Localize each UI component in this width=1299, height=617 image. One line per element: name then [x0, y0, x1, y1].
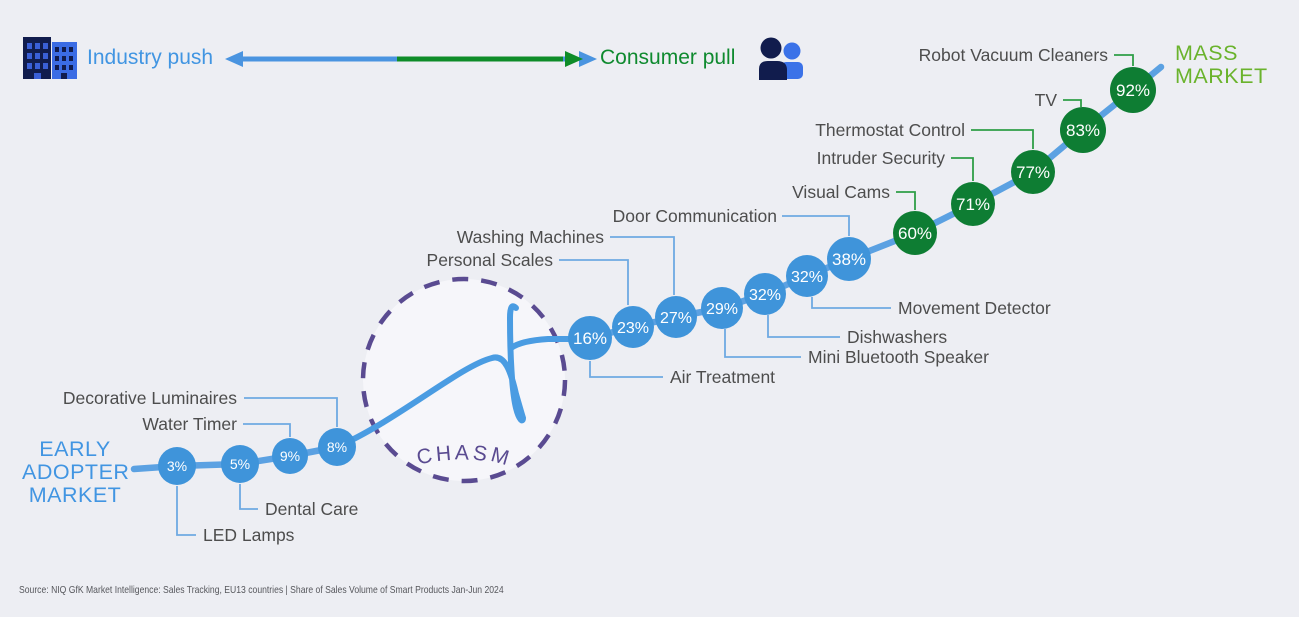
bubble-washing-machines [655, 296, 697, 338]
bubble-robot-vacuum-cleaners [1110, 67, 1156, 113]
chasm-curve-branch [508, 336, 577, 351]
leader-led-lamps [176, 486, 196, 536]
chasm-letter: A [454, 441, 471, 465]
label-decorative-luminaires: Decorative Luminaires [63, 388, 237, 408]
chasm-letter: H [435, 441, 454, 467]
chasm-curve [334, 303, 527, 450]
bubble-value-dishwashers: 32% [749, 287, 781, 304]
bubble-tv [1060, 107, 1106, 153]
bubble-mini-bluetooth-speaker [701, 287, 743, 329]
bubble-value-led-lamps: 3% [167, 458, 187, 474]
leader-dishwashers [767, 315, 840, 338]
source-text: Source: NIQ GfK Market Intelligence: Sal… [19, 584, 504, 596]
leader-mini-bluetooth-speaker [724, 329, 801, 358]
bubble-value-visual-cams: 60% [898, 224, 932, 243]
bubble-value-dental-care: 5% [230, 456, 250, 472]
bubble-water-timer [272, 438, 308, 474]
bubble-door-communication [827, 237, 871, 281]
label-dishwashers: Dishwashers [847, 327, 947, 347]
bubble-decorative-luminaires [318, 428, 356, 466]
label-dental-care: Dental Care [265, 499, 358, 519]
bubble-air-treatment [568, 316, 612, 360]
label-led-lamps: LED Lamps [203, 525, 295, 545]
label-personal-scales: Personal Scales [427, 250, 554, 270]
leader-intruder-security [951, 157, 974, 181]
leader-personal-scales [559, 259, 629, 305]
chasm-letter: M [488, 443, 513, 471]
leader-thermostat-control [971, 129, 1034, 149]
label-movement-detector: Movement Detector [898, 298, 1051, 318]
bubble-thermostat-control [1011, 150, 1055, 194]
leader-tv [1063, 99, 1082, 107]
bubble-value-robot-vacuum-cleaners: 92% [1116, 81, 1150, 100]
arrow-left-head-icon [225, 51, 243, 67]
bubble-value-thermostat-control: 77% [1016, 163, 1050, 182]
leader-dental-care [239, 484, 258, 510]
chasm-group [334, 276, 577, 484]
bubble-value-intruder-security: 71% [956, 195, 990, 214]
leader-air-treatment [589, 361, 663, 378]
leader-door-communication [782, 215, 850, 236]
industry-push-label: Industry push [87, 46, 214, 69]
arrow-right-green-head-icon [565, 51, 583, 67]
bubble-visual-cams [893, 211, 937, 255]
adoption-chart-layer: 3% LED Lamps 5% Dental Care 9% Water Timer 8% D… [63, 45, 1165, 545]
label-mini-bluetooth-speaker: Mini Bluetooth Speaker [808, 347, 989, 367]
label-thermostat-control: Thermostat Control [815, 120, 965, 140]
bubble-value-movement-detector: 32% [791, 269, 823, 286]
label-tv: TV [1035, 90, 1058, 110]
bubble-value-decorative-luminaires: 8% [327, 439, 347, 455]
chasm-dashed-circle [360, 276, 568, 484]
bubble-movement-detector [786, 255, 828, 297]
bubble-led-lamps [158, 447, 196, 485]
label-washing-machines: Washing Machines [457, 227, 604, 247]
label-robot-vacuum-cleaners: Robot Vacuum Cleaners [919, 45, 1109, 65]
bubble-intruder-security [951, 182, 995, 226]
bubble-value-tv: 83% [1066, 121, 1100, 140]
bubble-value-personal-scales: 23% [617, 320, 649, 337]
early-adopter-market-label: EARLY ADOPTER MARKET [22, 437, 130, 507]
bubble-value-door-communication: 38% [832, 250, 866, 269]
bubble-value-water-timer: 9% [280, 448, 300, 464]
label-air-treatment: Air Treatment [670, 367, 775, 387]
arrow-right-blue-head-icon [579, 51, 597, 67]
leader-washing-machines [610, 236, 675, 295]
push-pull-arrow [225, 51, 597, 67]
chasm-letter: C [414, 443, 436, 470]
leader-decorative-luminaires [244, 397, 338, 427]
consumer-pull-label: Consumer pull [600, 46, 736, 69]
bubble-value-air-treatment: 16% [573, 329, 607, 348]
label-door-communication: Door Communication [613, 206, 777, 226]
chasm-letter: S [471, 441, 491, 467]
bubble-value-washing-machines: 27% [660, 310, 692, 327]
bubble-personal-scales [612, 306, 654, 348]
mass-market-label: MASS MARKET [1175, 41, 1268, 88]
label-visual-cams: Visual Cams [792, 182, 890, 202]
leader-water-timer [243, 423, 291, 437]
leader-visual-cams [896, 191, 916, 210]
leader-movement-detector [811, 297, 891, 309]
bubble-value-mini-bluetooth-speaker: 29% [706, 301, 738, 318]
bubble-dental-care [221, 445, 259, 483]
bubble-dishwashers [744, 273, 786, 315]
label-water-timer: Water Timer [142, 414, 237, 434]
leader-robot-vacuum-cleaners [1114, 54, 1134, 66]
label-intruder-security: Intruder Security [817, 148, 946, 168]
